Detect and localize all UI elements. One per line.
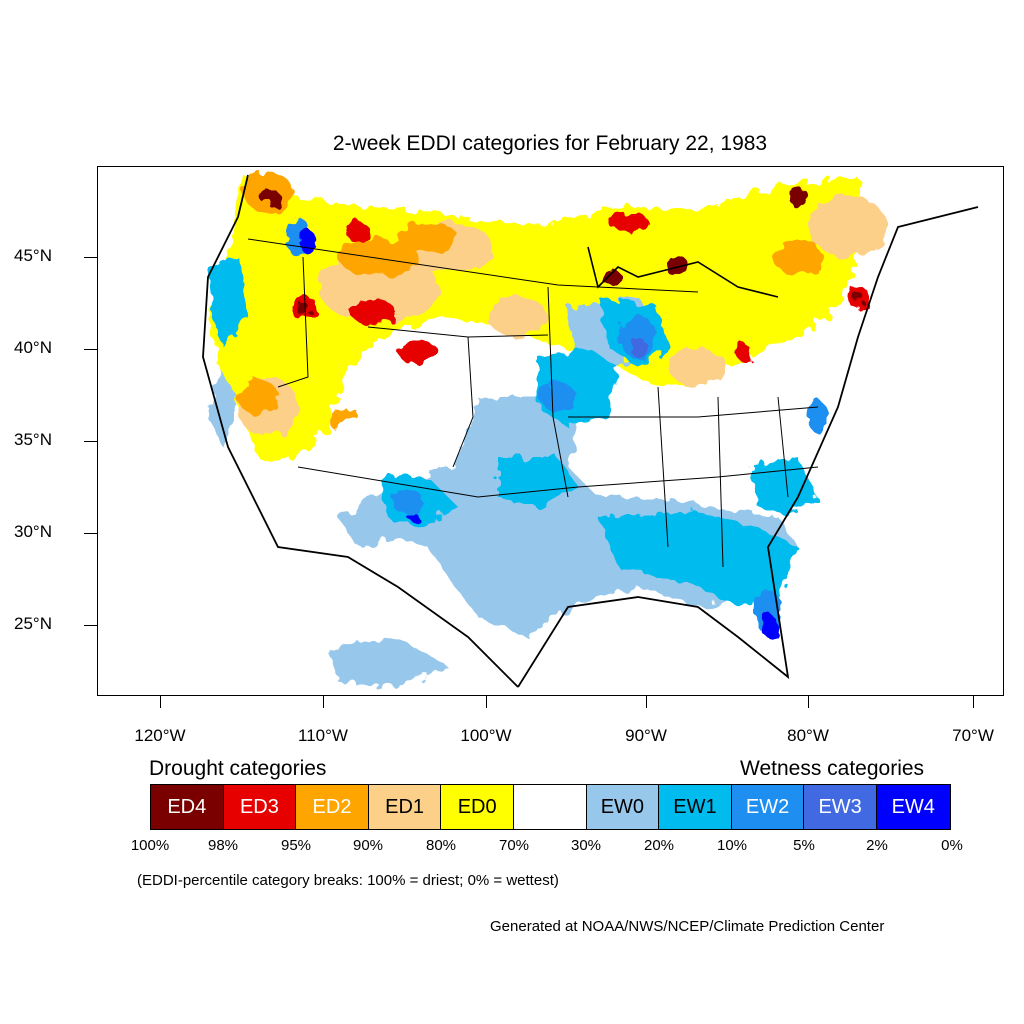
break-label: 0%	[941, 837, 963, 854]
lon-label-90: 90°W	[625, 726, 667, 745]
west-coastline	[202, 174, 519, 688]
legend-swatch-ew2: EW2	[731, 785, 805, 829]
eddi-field	[208, 172, 888, 687]
legend-swatch-ed4: ED4	[151, 785, 224, 829]
lon-label-120: 120°W	[134, 726, 186, 745]
great-lakes-outline	[587, 246, 779, 298]
lat-label-45: 45°N	[14, 246, 52, 265]
legend-label: ED0	[457, 795, 497, 818]
break-label: 20%	[643, 837, 675, 854]
lat-tick	[84, 349, 97, 350]
east-coastline	[517, 206, 979, 688]
legend-label: EW3	[818, 795, 862, 818]
lon-label-70: 70°W	[952, 726, 994, 745]
lon-label-100: 100°W	[460, 726, 512, 745]
lat-tick	[84, 533, 97, 534]
lon-label-80: 80°W	[787, 726, 829, 745]
lon-tick	[808, 696, 809, 708]
legend-label: ED3	[239, 795, 279, 818]
lon-tick	[973, 696, 974, 708]
break-label: 30%	[570, 837, 602, 854]
break-label: 2%	[866, 837, 888, 854]
break-label: 5%	[793, 837, 815, 854]
legend-swatch-ed2: ED2	[296, 785, 369, 829]
eddi-map-graphic	[202, 172, 979, 688]
break-label: 70%	[498, 837, 530, 854]
legend-swatch-neutral	[513, 785, 587, 829]
legend-swatch-ew4: EW4	[876, 785, 950, 829]
legend-label: ED4	[167, 795, 207, 818]
break-label: 80%	[425, 837, 457, 854]
wetness-header: Wetness categories	[740, 757, 925, 780]
lat-label-35: 35°N	[14, 430, 52, 449]
lon-tick	[486, 696, 487, 708]
drought-header: Drought categories	[149, 757, 327, 780]
legend-swatch-ew3: EW3	[804, 785, 877, 829]
legend-label: EW0	[600, 795, 645, 818]
credit-line: Generated at NOAA/NWS/NCEP/Climate Predi…	[490, 918, 885, 935]
break-label: 10%	[716, 837, 748, 854]
lon-label-110: 110°W	[298, 726, 348, 745]
legend-swatch-ew1: EW1	[659, 785, 732, 829]
legend-label: EW4	[891, 795, 935, 818]
legend-note: (EDDI-percentile category breaks: 100% =…	[137, 872, 559, 889]
lat-label-25: 25°N	[14, 614, 52, 633]
legend-swatch-ed1: ED1	[368, 785, 442, 829]
break-label: 98%	[207, 837, 239, 854]
lat-tick	[84, 257, 97, 258]
map-title: 2-week EDDI categories for February 22, …	[332, 132, 768, 155]
lat-tick	[84, 625, 97, 626]
break-label: 100%	[130, 837, 170, 854]
state-boundaries	[247, 238, 819, 568]
lat-label-40: 40°N	[14, 338, 52, 357]
legend-label: ED1	[385, 795, 425, 818]
category-legend: ED4 ED3 ED2 ED1 ED0 EW0 EW1 EW2 EW3 EW4	[150, 784, 951, 830]
legend-swatch-ed3: ED3	[223, 785, 297, 829]
eddi-map	[97, 166, 1004, 696]
legend-label: EW1	[673, 795, 717, 818]
break-label: 90%	[352, 837, 384, 854]
legend-swatch-ew0: EW0	[586, 785, 660, 829]
legend-label: ED2	[312, 795, 352, 818]
lat-tick	[84, 441, 97, 442]
lon-tick	[160, 696, 161, 708]
lon-tick	[646, 696, 647, 708]
legend-label: EW2	[745, 795, 790, 818]
lon-tick	[323, 696, 324, 708]
legend-swatch-ed0: ED0	[441, 785, 514, 829]
lat-label-30: 30°N	[14, 522, 52, 541]
break-label: 95%	[280, 837, 312, 854]
